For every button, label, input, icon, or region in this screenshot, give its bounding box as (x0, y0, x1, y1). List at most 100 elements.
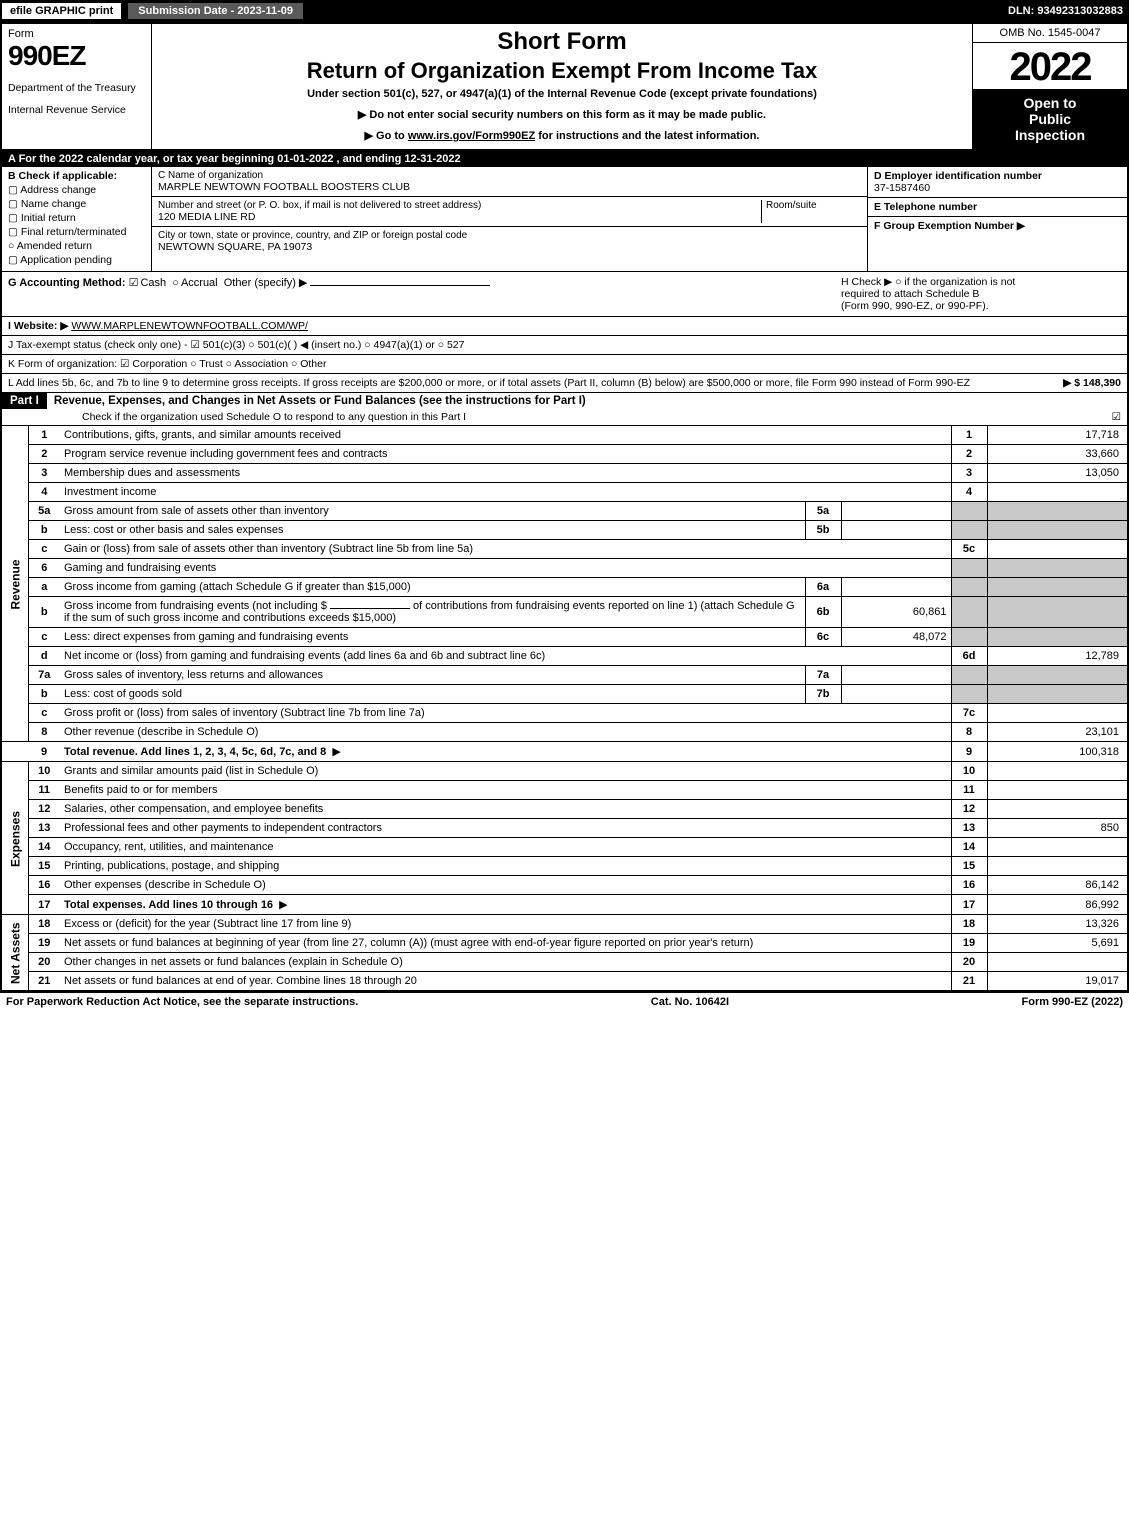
l16-n: 16 (28, 876, 60, 895)
dept-treasury: Department of the Treasury (8, 82, 145, 94)
section-i: I Website: ▶ WWW.MARPLENEWTOWNFOOTBALL.C… (2, 317, 1127, 336)
line-6a: a Gross income from gaming (attach Sched… (2, 578, 1127, 597)
l5a-amtgrey (987, 502, 1127, 521)
l4-n: 4 (28, 483, 60, 502)
submission-date: Submission Date - 2023-11-09 (127, 2, 304, 20)
l6-n: 6 (28, 559, 60, 578)
l1-no: 1 (951, 426, 987, 445)
d-label: D Employer identification number (874, 170, 1121, 182)
l7b-nogrey (951, 685, 987, 704)
l6b-desc: Gross income from fundraising events (no… (60, 597, 805, 628)
l17-no: 17 (951, 895, 987, 915)
chk-initial-return[interactable]: Initial return (8, 212, 145, 224)
footer-right: Form 990-EZ (2022) (1022, 996, 1123, 1008)
open-line1: Open to (977, 95, 1123, 111)
l-amount: ▶ $ 148,390 (1063, 377, 1121, 389)
l4-amt (987, 483, 1127, 502)
a-text-pre: A For the 2022 calendar year, or tax yea… (8, 153, 277, 165)
short-form-title: Short Form (158, 28, 966, 56)
chk-application-pending[interactable]: Application pending (8, 254, 145, 266)
chk-name-change[interactable]: Name change (8, 198, 145, 210)
l6b-sa: 60,861 (841, 597, 951, 628)
line-10: Expenses 10 Grants and similar amounts p… (2, 762, 1127, 781)
website-value[interactable]: WWW.MARPLENEWTOWNFOOTBALL.COM/WP/ (71, 320, 308, 332)
line-11: 11 Benefits paid to or for members 11 (2, 781, 1127, 800)
line-14: 14 Occupancy, rent, utilities, and maint… (2, 838, 1127, 857)
g-label: G Accounting Method: (8, 277, 126, 289)
section-c: C Name of organization MARPLE NEWTOWN FO… (152, 167, 867, 271)
l19-amt: 5,691 (987, 934, 1127, 953)
l6a-n: a (28, 578, 60, 597)
l6d-desc: Net income or (loss) from gaming and fun… (60, 647, 951, 666)
line-7b: b Less: cost of goods sold 7b (2, 685, 1127, 704)
l5c-no: 5c (951, 540, 987, 559)
arrow-icon (276, 899, 290, 911)
line-13: 13 Professional fees and other payments … (2, 819, 1127, 838)
l7c-desc: Gross profit or (loss) from sales of inv… (60, 704, 951, 723)
l13-no: 13 (951, 819, 987, 838)
g-cash[interactable]: Cash (129, 277, 167, 289)
chk-amended-return[interactable]: Amended return (8, 240, 145, 252)
l9-n: 9 (28, 742, 60, 762)
line-12: 12 Salaries, other compensation, and emp… (2, 800, 1127, 819)
l6-amtgrey (987, 559, 1127, 578)
line-6d: d Net income or (loss) from gaming and f… (2, 647, 1127, 666)
room-suite-label: Room/suite (766, 200, 861, 211)
l20-n: 20 (28, 953, 60, 972)
l11-amt (987, 781, 1127, 800)
line-3: 3 Membership dues and assessments 3 13,0… (2, 464, 1127, 483)
c-addr-label: Number and street (or P. O. box, if mail… (158, 200, 761, 211)
l7c-n: c (28, 704, 60, 723)
l3-n: 3 (28, 464, 60, 483)
ein-value: 37-1587460 (874, 182, 1121, 194)
l10-amt (987, 762, 1127, 781)
l16-amt: 86,142 (987, 876, 1127, 895)
chk-final-return[interactable]: Final return/terminated (8, 226, 145, 238)
c-name-label: C Name of organization (158, 170, 861, 181)
l10-no: 10 (951, 762, 987, 781)
l20-desc: Other changes in net assets or fund bala… (60, 953, 951, 972)
l1-desc: Contributions, gifts, grants, and simila… (60, 426, 951, 445)
l11-desc: Benefits paid to or for members (60, 781, 951, 800)
l13-desc: Professional fees and other payments to … (60, 819, 951, 838)
b-label: B Check if applicable: (8, 170, 145, 182)
g-other-line[interactable] (310, 285, 490, 286)
l8-n: 8 (28, 723, 60, 742)
l13-amt: 850 (987, 819, 1127, 838)
l9-no: 9 (951, 742, 987, 762)
line-7a: 7a Gross sales of inventory, less return… (2, 666, 1127, 685)
l5b-n: b (28, 521, 60, 540)
l7c-no: 7c (951, 704, 987, 723)
subtitle-ssn: ▶ Do not enter social security numbers o… (158, 108, 966, 121)
l3-no: 3 (951, 464, 987, 483)
l9-desc-b: Total revenue. Add lines 1, 2, 3, 4, 5c,… (64, 746, 326, 758)
part1-header: Part I Revenue, Expenses, and Changes in… (2, 393, 1127, 426)
chk-address-change[interactable]: Address change (8, 184, 145, 196)
i-label: I Website: ▶ (8, 320, 68, 332)
l6c-sa: 48,072 (841, 628, 951, 647)
section-bcdef: B Check if applicable: Address change Na… (2, 167, 1127, 272)
section-b: B Check if applicable: Address change Na… (2, 167, 152, 271)
top-bar: efile GRAPHIC print Submission Date - 20… (0, 0, 1129, 22)
line-1: Revenue 1 Contributions, gifts, grants, … (2, 426, 1127, 445)
line-2: 2 Program service revenue including gove… (2, 445, 1127, 464)
l20-amt (987, 953, 1127, 972)
line-7c: c Gross profit or (loss) from sales of i… (2, 704, 1127, 723)
l21-no: 21 (951, 972, 987, 991)
l19-n: 19 (28, 934, 60, 953)
l7b-sn: 7b (805, 685, 841, 704)
part1-check[interactable]: ☑ (1112, 411, 1121, 423)
l6b-nogrey (951, 597, 987, 628)
l14-n: 14 (28, 838, 60, 857)
l12-desc: Salaries, other compensation, and employ… (60, 800, 951, 819)
l21-n: 21 (28, 972, 60, 991)
l7a-sn: 7a (805, 666, 841, 685)
l-text: L Add lines 5b, 6c, and 7b to line 9 to … (8, 377, 970, 389)
irs-link[interactable]: www.irs.gov/Form990EZ (408, 130, 535, 142)
line-16: 16 Other expenses (describe in Schedule … (2, 876, 1127, 895)
line-5b: b Less: cost or other basis and sales ex… (2, 521, 1127, 540)
l7b-sa (841, 685, 951, 704)
g-accrual[interactable]: Accrual (172, 277, 217, 289)
section-j: J Tax-exempt status (check only one) - ☑… (2, 336, 1127, 355)
l17-desc-b: Total expenses. Add lines 10 through 16 (64, 899, 273, 911)
